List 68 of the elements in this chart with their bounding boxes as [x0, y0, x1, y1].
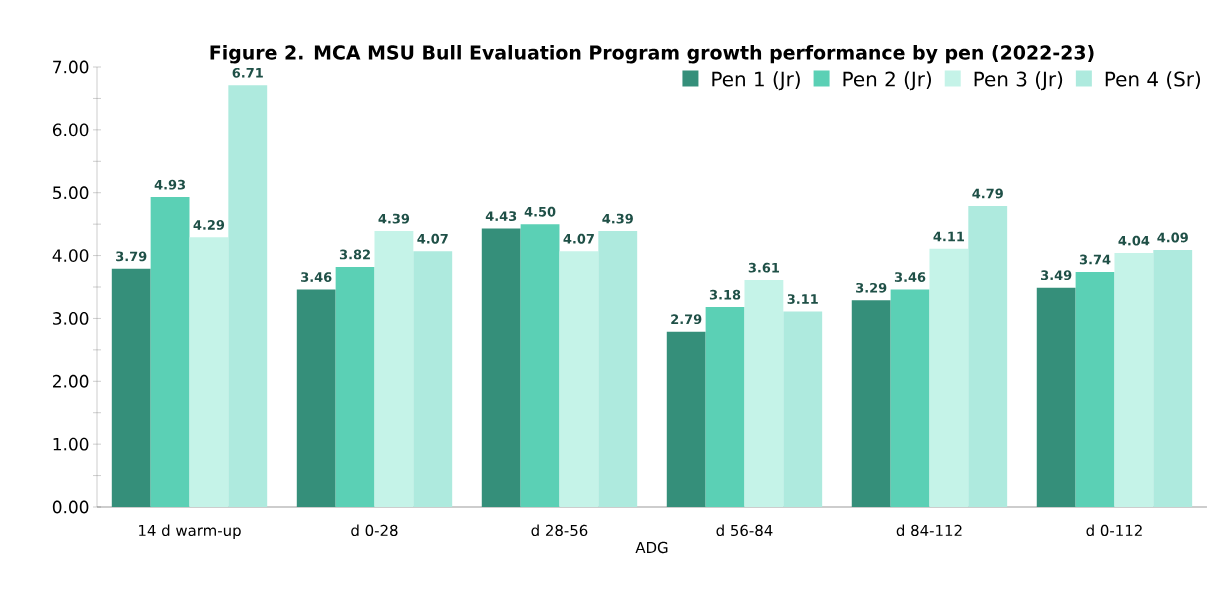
bar — [559, 251, 599, 507]
y-tick-label: 4.00 — [52, 249, 89, 262]
data-label: 4.43 — [485, 211, 517, 222]
data-label: 3.61 — [748, 262, 779, 273]
data-label: 4.93 — [154, 179, 186, 190]
data-label: 4.39 — [378, 213, 410, 224]
bar — [413, 251, 453, 507]
legend-label: Pen 2 (Jr) — [843, 71, 931, 91]
data-label: 3.46 — [301, 272, 332, 282]
bar — [1075, 271, 1115, 507]
data-label: 3.29 — [856, 282, 887, 293]
legend-label: Pen 3 (Jr) — [974, 71, 1063, 91]
data-label: 4.04 — [1118, 235, 1150, 246]
bar — [1114, 253, 1154, 507]
y-tick-label: 6.00 — [52, 123, 89, 137]
x-tick-label: d 56-84 — [716, 524, 773, 537]
x-tick-label: d 0-112 — [1086, 524, 1142, 537]
y-tick-label: 5.00 — [53, 186, 89, 200]
bar — [374, 231, 414, 507]
x-tick-label: 14 d warm-up — [139, 524, 241, 539]
bar — [705, 307, 745, 507]
bar — [890, 289, 930, 507]
y-tick-label: 2.00 — [53, 374, 89, 388]
x-axis-title: ADG — [635, 541, 668, 554]
data-label: 4.29 — [193, 220, 225, 230]
y-tick-label: 0.00 — [52, 500, 89, 514]
x-tick-label: d 0-28 — [351, 524, 398, 537]
data-label: 4.07 — [563, 233, 594, 244]
bar — [520, 224, 560, 507]
data-label: 3.49 — [1041, 270, 1072, 281]
x-tick-label: d 84-112 — [896, 524, 962, 537]
data-label: 6.71 — [232, 67, 263, 78]
data-label: 3.79 — [116, 251, 147, 262]
legend-label: Pen 1 (Jr) — [712, 71, 800, 91]
data-label: 2.79 — [671, 314, 702, 325]
data-label: 3.18 — [709, 289, 741, 300]
bar — [851, 300, 891, 507]
data-label: 4.07 — [417, 233, 448, 244]
bar — [783, 311, 823, 507]
data-label: 4.39 — [602, 213, 633, 224]
data-label: 4.50 — [524, 206, 556, 217]
y-tick-label: 7.00 — [53, 60, 89, 74]
y-tick-label: 3.00 — [53, 312, 89, 325]
data-label: 4.79 — [972, 188, 1003, 199]
bar — [189, 237, 229, 507]
data-label: 3.82 — [339, 249, 370, 260]
chart-title: Figure 2. MCA MSU Bull Evaluation Program growth performance by pen (2022-23) — [210, 45, 1094, 64]
data-label: 4.09 — [1157, 232, 1188, 243]
bar — [150, 197, 190, 507]
bar — [929, 248, 969, 507]
data-label: 3.74 — [1079, 254, 1111, 265]
bar — [598, 231, 638, 507]
bar — [968, 205, 1008, 507]
bar — [335, 266, 375, 507]
bar — [744, 280, 784, 507]
bar — [1036, 287, 1076, 507]
bar — [666, 331, 706, 507]
data-label: 3.11 — [787, 294, 818, 304]
data-label: 4.11 — [933, 231, 964, 242]
x-tick-label: d 28-56 — [531, 524, 588, 537]
bar — [1153, 249, 1193, 507]
data-label: 3.46 — [894, 272, 926, 282]
bar — [481, 228, 521, 507]
bar — [111, 268, 151, 507]
y-tick-label: 1.00 — [53, 437, 89, 451]
bar — [228, 85, 268, 507]
legend-label: Pen 4 (Sr) — [1105, 71, 1201, 89]
bar — [296, 289, 336, 507]
